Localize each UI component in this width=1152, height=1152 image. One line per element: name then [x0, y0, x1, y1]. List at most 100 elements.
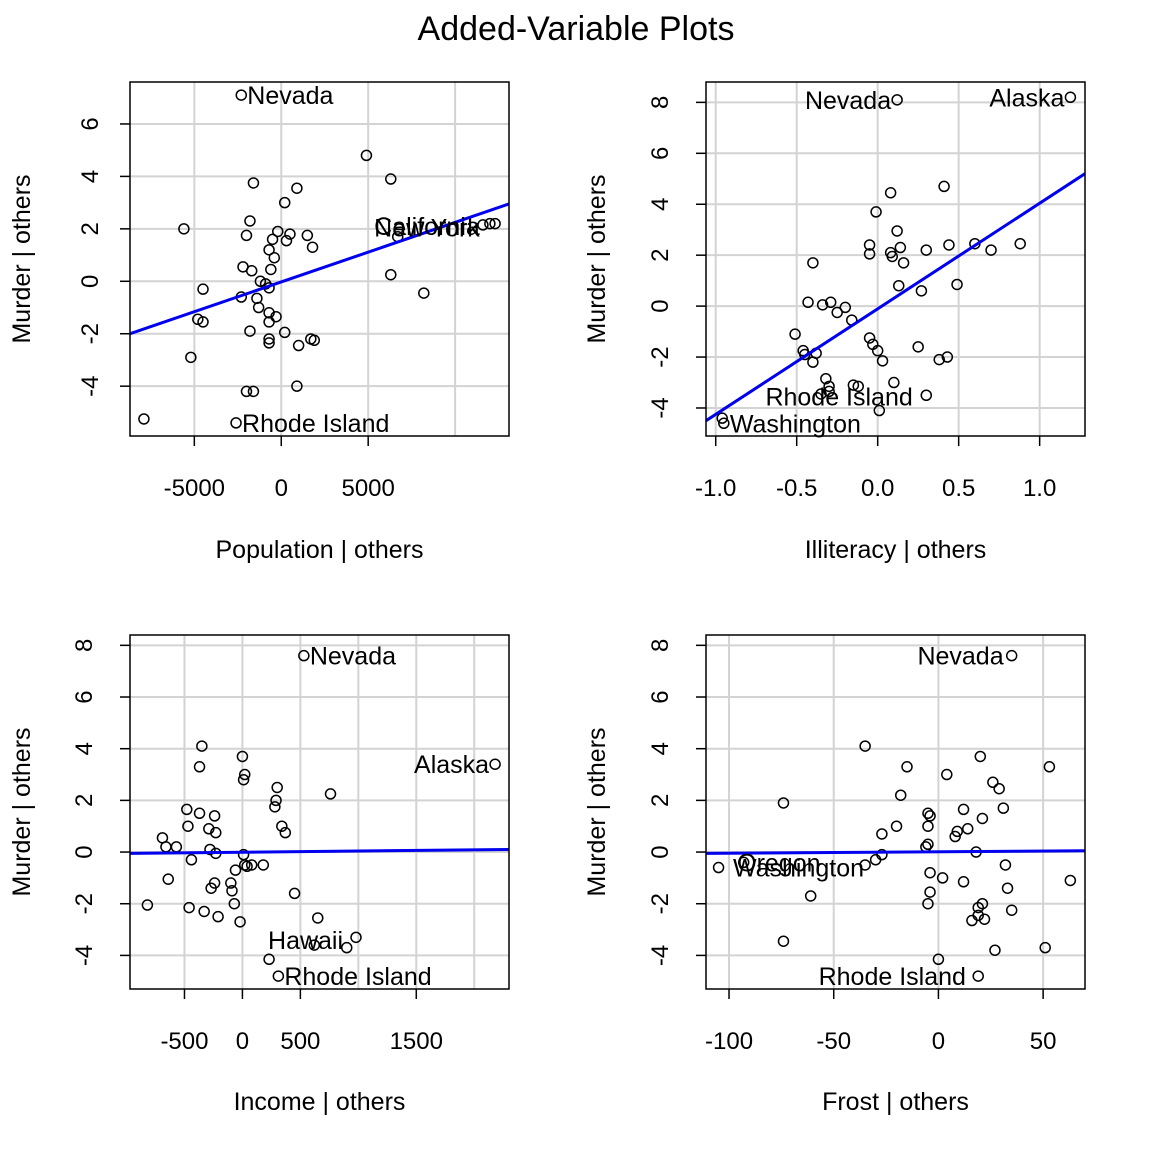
- panel-1-grid: [130, 82, 509, 436]
- panel-2-ytick-label-1: -2: [647, 346, 674, 367]
- panel-2-ytick-label-2: 0: [647, 299, 674, 312]
- panel-3-point-28: [245, 859, 258, 871]
- panel-1-ytick-label-4: 4: [77, 170, 104, 183]
- panel-3-point-label-2: Hawaii: [268, 927, 343, 955]
- panel-4-point-28: [924, 866, 936, 879]
- panel-3-point-1: [489, 758, 501, 770]
- panel-4-point-label-3: Rhode Island: [819, 963, 966, 991]
- panel-3-point-35: [226, 885, 238, 897]
- panel-4-point-44: [777, 935, 790, 947]
- panel-4-point-17: [961, 823, 974, 835]
- panel-1-point-8: [240, 229, 253, 242]
- panel-2-point-11: [985, 244, 997, 256]
- panel-4-point-48: [972, 970, 984, 982]
- panel-4-frame: [705, 634, 1086, 990]
- panel-3-ytick-label-0: -4: [71, 945, 98, 966]
- panel-4-point-40: [1005, 904, 1018, 916]
- panel-2-point-20: [915, 285, 928, 297]
- panel-1-point-label-2: New York: [374, 215, 480, 243]
- panel-4-point-32: [1064, 874, 1077, 887]
- panel-2-point-34: [807, 356, 819, 368]
- panel-3-point-7: [271, 781, 283, 794]
- panel-2-point-43: [888, 376, 900, 389]
- panel-2-point-41: [847, 379, 860, 391]
- panel-3-point-46: [308, 939, 321, 951]
- panel-3-frame: [129, 634, 510, 990]
- panel-3-point-8: [324, 788, 337, 800]
- panel-4-fit-line: [706, 849, 1085, 855]
- panel-1-point-24: [385, 268, 397, 281]
- panel-4-xlabel: Frost | others: [822, 1088, 969, 1116]
- panel-4-point-3: [974, 750, 987, 763]
- panel-3-point-6: [237, 773, 250, 786]
- panel-1-point-13: [280, 234, 293, 247]
- panel-3-point-30: [229, 864, 242, 876]
- panel-2-point-36: [912, 341, 924, 353]
- panel-4-point-0: [1005, 649, 1018, 662]
- panel-1-point-16: [268, 251, 281, 264]
- main-title: Added-Variable Plots: [418, 10, 735, 48]
- panel-2-point-27: [789, 328, 801, 340]
- panel-4-ytick-label-6: 8: [647, 639, 674, 652]
- panel-4-point-7: [993, 782, 1005, 795]
- panel-4-point-25: [869, 854, 882, 866]
- panel-1-ytick-label-5: 6: [77, 117, 104, 130]
- panel-2-point-5: [891, 225, 903, 237]
- panel-1-point-41: [263, 337, 275, 349]
- panel-2-points: [716, 91, 1077, 430]
- panel-3-point-4: [193, 761, 206, 773]
- panel-2-point-24: [831, 306, 843, 319]
- panel-1-point-38: [244, 325, 256, 337]
- panel-2-point-30: [871, 344, 884, 357]
- panel-1-xlabel: Population | others: [215, 536, 423, 564]
- panel-4-point-19: [876, 828, 888, 840]
- panel-4-point-47: [932, 953, 945, 966]
- panel-2-point-38: [941, 351, 954, 363]
- panel-1-ytick-label-0: -4: [77, 376, 104, 397]
- panel-1-point-43: [308, 334, 321, 347]
- panel-4-point-34: [1001, 882, 1014, 894]
- panel-1-point-10: [272, 225, 284, 238]
- panel-2-ytick-label-4: 4: [647, 198, 674, 211]
- panel-1-point-36: [263, 316, 275, 328]
- panel-2-point-12: [1014, 237, 1026, 250]
- panel-3-point-27: [241, 860, 253, 873]
- panel-2-fit-line: [706, 172, 1085, 422]
- panel-1-xtick-label-0: -5000: [164, 475, 225, 502]
- panel-4-point-26: [859, 859, 871, 871]
- panel-2-point-28: [863, 332, 876, 344]
- panel-2-point-37: [933, 353, 945, 366]
- panel-4-point-33: [957, 876, 970, 888]
- panel-4-point-4: [901, 761, 913, 773]
- panel-3-point-39: [198, 905, 210, 918]
- panel-3-point-3: [236, 750, 249, 763]
- panel-3-point-48: [272, 970, 285, 982]
- panel-1-ytick-label-3: 2: [77, 222, 104, 235]
- panel-2-point-42: [852, 380, 864, 393]
- panel-3-ytick-label-6: 8: [71, 639, 98, 652]
- panel-2-xlabel: Illiteracy | others: [805, 536, 987, 564]
- panel-3-point-16: [210, 826, 222, 839]
- panel-3-point-22: [204, 843, 216, 856]
- panel-1-point-48: [291, 380, 303, 392]
- panel-2-point-19: [951, 278, 963, 291]
- panel-4-point-14: [976, 812, 989, 825]
- panel-1-xtick-label-1: 0: [275, 475, 288, 502]
- panel-3-ytick-label-5: 6: [71, 690, 98, 703]
- panel-3-point-45: [340, 941, 353, 954]
- panel-3-point-37: [141, 899, 154, 911]
- panel-2-point-9: [943, 239, 955, 251]
- panel-3-point-44: [350, 931, 362, 944]
- panel-3-point-40: [228, 897, 241, 910]
- panel-3-ytick-label-4: 4: [71, 742, 98, 755]
- panel-4-point-41: [978, 913, 991, 925]
- panel-3-point-5: [238, 768, 251, 781]
- panel-2-xtick-label-1: -0.5: [776, 475, 817, 502]
- panel-2-point-15: [886, 250, 899, 263]
- panel-2-point-label-1: Alaska: [989, 84, 1064, 112]
- panel-4-point-6: [987, 776, 999, 789]
